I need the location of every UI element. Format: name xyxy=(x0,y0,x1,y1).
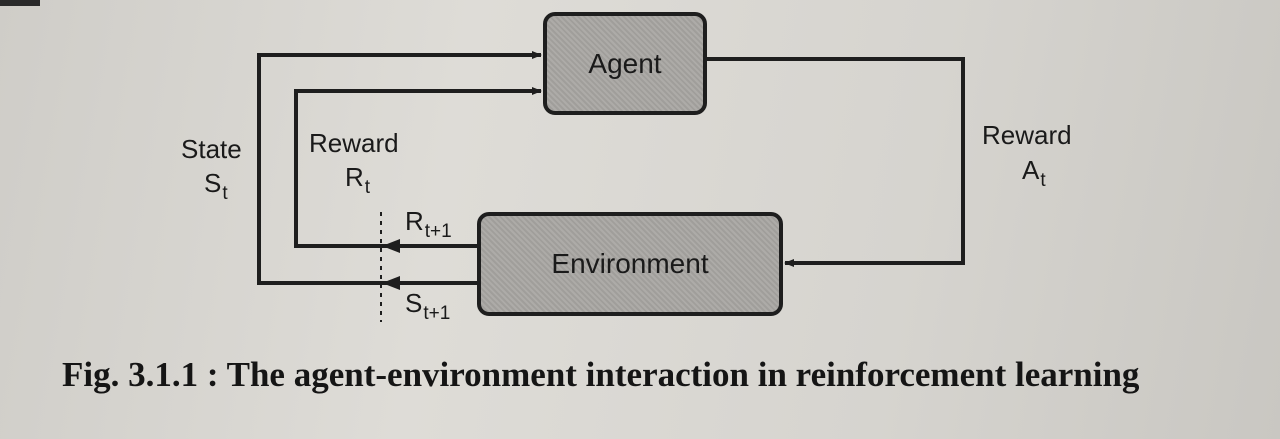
state-left-symbol: St xyxy=(204,168,228,204)
state-next-arrowhead xyxy=(382,276,400,290)
reward-left-title: Reward xyxy=(309,128,399,158)
action-right-symbol: At xyxy=(1022,155,1046,191)
state-next-symbol: St+1 xyxy=(405,288,451,324)
state-feedback-line xyxy=(257,51,542,285)
action-line xyxy=(707,57,965,267)
reward-next-symbol: Rt+1 xyxy=(405,206,452,242)
reward-left-symbol: Rt xyxy=(345,162,371,198)
agent-label: Agent xyxy=(588,47,662,79)
top-edge-mark xyxy=(0,0,40,6)
reward-next-arrowhead xyxy=(382,239,400,253)
action-right-title: Reward xyxy=(982,120,1072,150)
environment-box: Environment xyxy=(477,212,783,316)
figure-caption: Fig. 3.1.1 : The agent-environment inter… xyxy=(62,355,1140,394)
agent-box: Agent xyxy=(543,12,707,115)
environment-label: Environment xyxy=(551,248,709,279)
state-left-title: State xyxy=(181,134,242,164)
